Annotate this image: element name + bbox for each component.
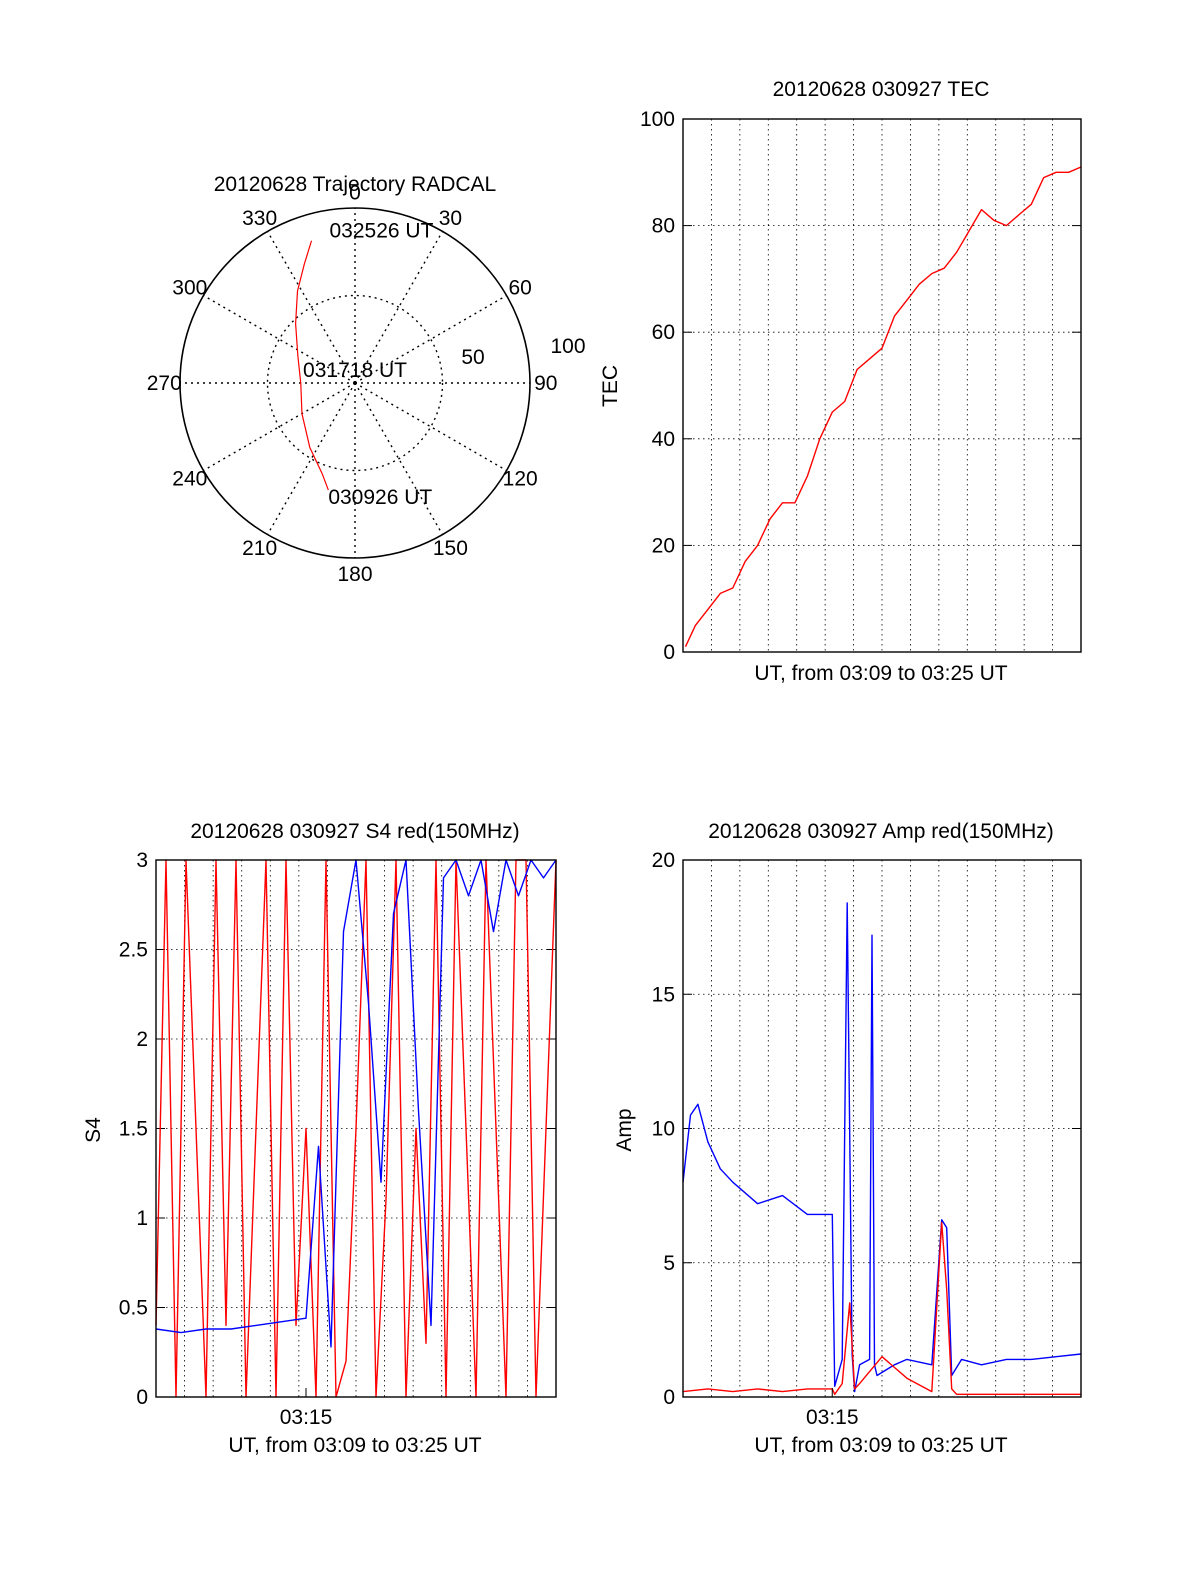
y-tick-label: 100: [640, 108, 675, 131]
y-tick-label: 15: [652, 983, 675, 1006]
polar-spoke: [203, 382, 356, 472]
s4-title: 20120628 030927 S4 red(150MHz): [190, 820, 519, 843]
polar-angle-label: 180: [337, 563, 372, 586]
polar-radius-label: 50: [461, 346, 484, 369]
polar-angle-label: 60: [509, 277, 532, 300]
polar-spoke: [354, 294, 507, 384]
y-tick-label: 0: [663, 641, 675, 664]
amp-ylabel: Amp: [613, 1108, 636, 1151]
polar-angle-label: 120: [503, 467, 538, 490]
tec-title: 20120628 030927 TEC: [773, 78, 990, 101]
amp-chart: 20120628 030927 Amp red(150MHz) 0 5 10 15 20…: [613, 820, 1082, 1457]
polar-spoke: [354, 382, 444, 535]
y-tick-label: 10: [652, 1118, 675, 1141]
polar-labels: 0 30 60 90 120 150 180 210 240 270 300 330 50 100: [147, 181, 586, 586]
y-tick-label: 0: [663, 1386, 675, 1409]
s4-chart: 20120628 030927 S4 red(150MHz) 0 0.5 1 1.5 2…: [82, 820, 557, 1457]
polar-angle-label: 240: [172, 467, 207, 490]
trajectory-polar-chart: 20120628 Trajectory RADCAL 0 30 60 90 120 150…: [147, 173, 586, 586]
y-tick-label: 2: [136, 1028, 148, 1051]
tec-xlabel: UT, from 03:09 to 03:25 UT: [754, 662, 1007, 685]
polar-spoke: [266, 382, 356, 535]
plot-frame: [682, 118, 1082, 653]
plot-frame: [155, 859, 557, 1398]
tec-ylabel: TEC: [599, 365, 622, 407]
series-line: [155, 859, 557, 1348]
polar-radius-label: 100: [550, 335, 585, 358]
polar-angle-label: 270: [147, 372, 182, 395]
trajectory-title: 20120628 Trajectory RADCAL: [214, 173, 497, 196]
y-tick-label: 3: [136, 849, 148, 872]
series-line: [682, 1221, 1081, 1396]
plot-frame: [682, 859, 1082, 1398]
polar-angle-label: 210: [242, 537, 277, 560]
y-tick-label: 0.5: [119, 1297, 148, 1320]
polar-spoke: [266, 231, 356, 384]
y-tick-label: 5: [663, 1252, 675, 1275]
polar-angle-label: 90: [534, 372, 557, 395]
amp-xlabel: UT, from 03:09 to 03:25 UT: [754, 1434, 1007, 1457]
series-line: [682, 902, 1082, 1393]
series-line: [684, 166, 1082, 647]
polar-spoke: [354, 382, 507, 472]
s4-xlabel: UT, from 03:09 to 03:25 UT: [228, 1434, 481, 1457]
y-tick-label: 20: [652, 849, 675, 872]
y-tick-label: 0: [136, 1386, 148, 1409]
polar-ring-50: [266, 294, 444, 472]
polar-spoke: [203, 294, 356, 384]
amp-plot-area: 0 5 10 15 20 03:15: [652, 849, 1082, 1429]
trajectory-track: 032526 UT 031718 UT 030926 UT: [295, 220, 434, 509]
polar-spoke: [354, 231, 444, 384]
tec-plot-area: 0 20 40 60 80 100: [640, 108, 1082, 664]
y-tick-label: 2.5: [119, 939, 148, 962]
x-tick-label: 03:15: [280, 1406, 333, 1429]
polar-angle-label: 300: [172, 277, 207, 300]
trajectory-time-label: 031718 UT: [303, 359, 407, 382]
s4-ylabel: S4: [82, 1117, 105, 1143]
trajectory-time-label: 032526 UT: [330, 220, 434, 243]
polar-angle-label: 30: [439, 207, 462, 230]
amp-title: 20120628 030927 Amp red(150MHz): [708, 820, 1054, 843]
x-tick-label: 03:15: [806, 1406, 859, 1429]
y-tick-label: 1.5: [119, 1118, 148, 1141]
y-tick-label: 1: [136, 1207, 148, 1230]
polar-angle-label: 150: [433, 537, 468, 560]
s4-plot-area: 0 0.5 1 1.5 2 2.5 3 03:15: [119, 849, 557, 1429]
polar-angle-label: 0: [349, 181, 361, 204]
trajectory-line: [295, 240, 329, 491]
y-tick-label: 20: [652, 534, 675, 557]
y-tick-label: 40: [652, 428, 675, 451]
series-line: [155, 859, 557, 1398]
tec-chart: 20120628 030927 TEC 0 20 40 60 80 100 UT, fro…: [599, 78, 1082, 685]
y-tick-label: 80: [652, 215, 675, 238]
polar-grid: [179, 207, 531, 559]
y-tick-label: 60: [652, 321, 675, 344]
polar-angle-label: 330: [242, 207, 277, 230]
trajectory-time-label: 030926 UT: [328, 486, 432, 509]
